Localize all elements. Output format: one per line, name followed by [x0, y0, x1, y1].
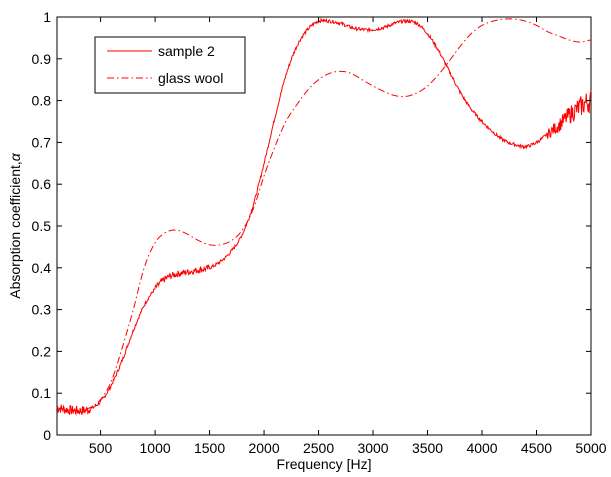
- y-axis-label-symbol: α: [7, 152, 23, 161]
- x-tick-label: 1500: [194, 440, 225, 456]
- x-tick-label: 3000: [357, 440, 388, 456]
- legend: sample 2 glass wool: [95, 37, 245, 93]
- y-tick-label: 0.1: [32, 385, 52, 401]
- legend-label-glass-wool: glass wool: [158, 70, 223, 86]
- x-tick-label: 2000: [248, 440, 279, 456]
- y-tick-label: 0.7: [32, 134, 52, 150]
- x-axis-label: Frequency [Hz]: [277, 456, 372, 472]
- x-tick-label: 4500: [521, 440, 552, 456]
- y-tick-label: 0.8: [32, 93, 52, 109]
- x-tick-label: 4000: [466, 440, 497, 456]
- y-tick-label: 0: [43, 427, 51, 443]
- y-tick-label: 0.2: [32, 343, 52, 359]
- y-tick-label: 0.5: [32, 218, 52, 234]
- y-axis-label: Absorption coefficient,α: [7, 152, 23, 299]
- x-tick-label: 1000: [140, 440, 171, 456]
- y-axis-label-text: Absorption coefficient,: [7, 161, 23, 299]
- y-tick-label: 0.4: [32, 260, 52, 276]
- x-tick-label: 2500: [303, 440, 334, 456]
- x-tick-label: 500: [89, 440, 113, 456]
- y-tick-label: 0.3: [32, 302, 52, 318]
- legend-label-sample-2: sample 2: [158, 43, 215, 59]
- x-tick-label: 5000: [575, 440, 606, 456]
- y-tick-label: 1: [43, 9, 51, 25]
- y-tick-label: 0.9: [32, 51, 52, 67]
- y-tick-label: 0.6: [32, 176, 52, 192]
- x-tick-label: 3500: [412, 440, 443, 456]
